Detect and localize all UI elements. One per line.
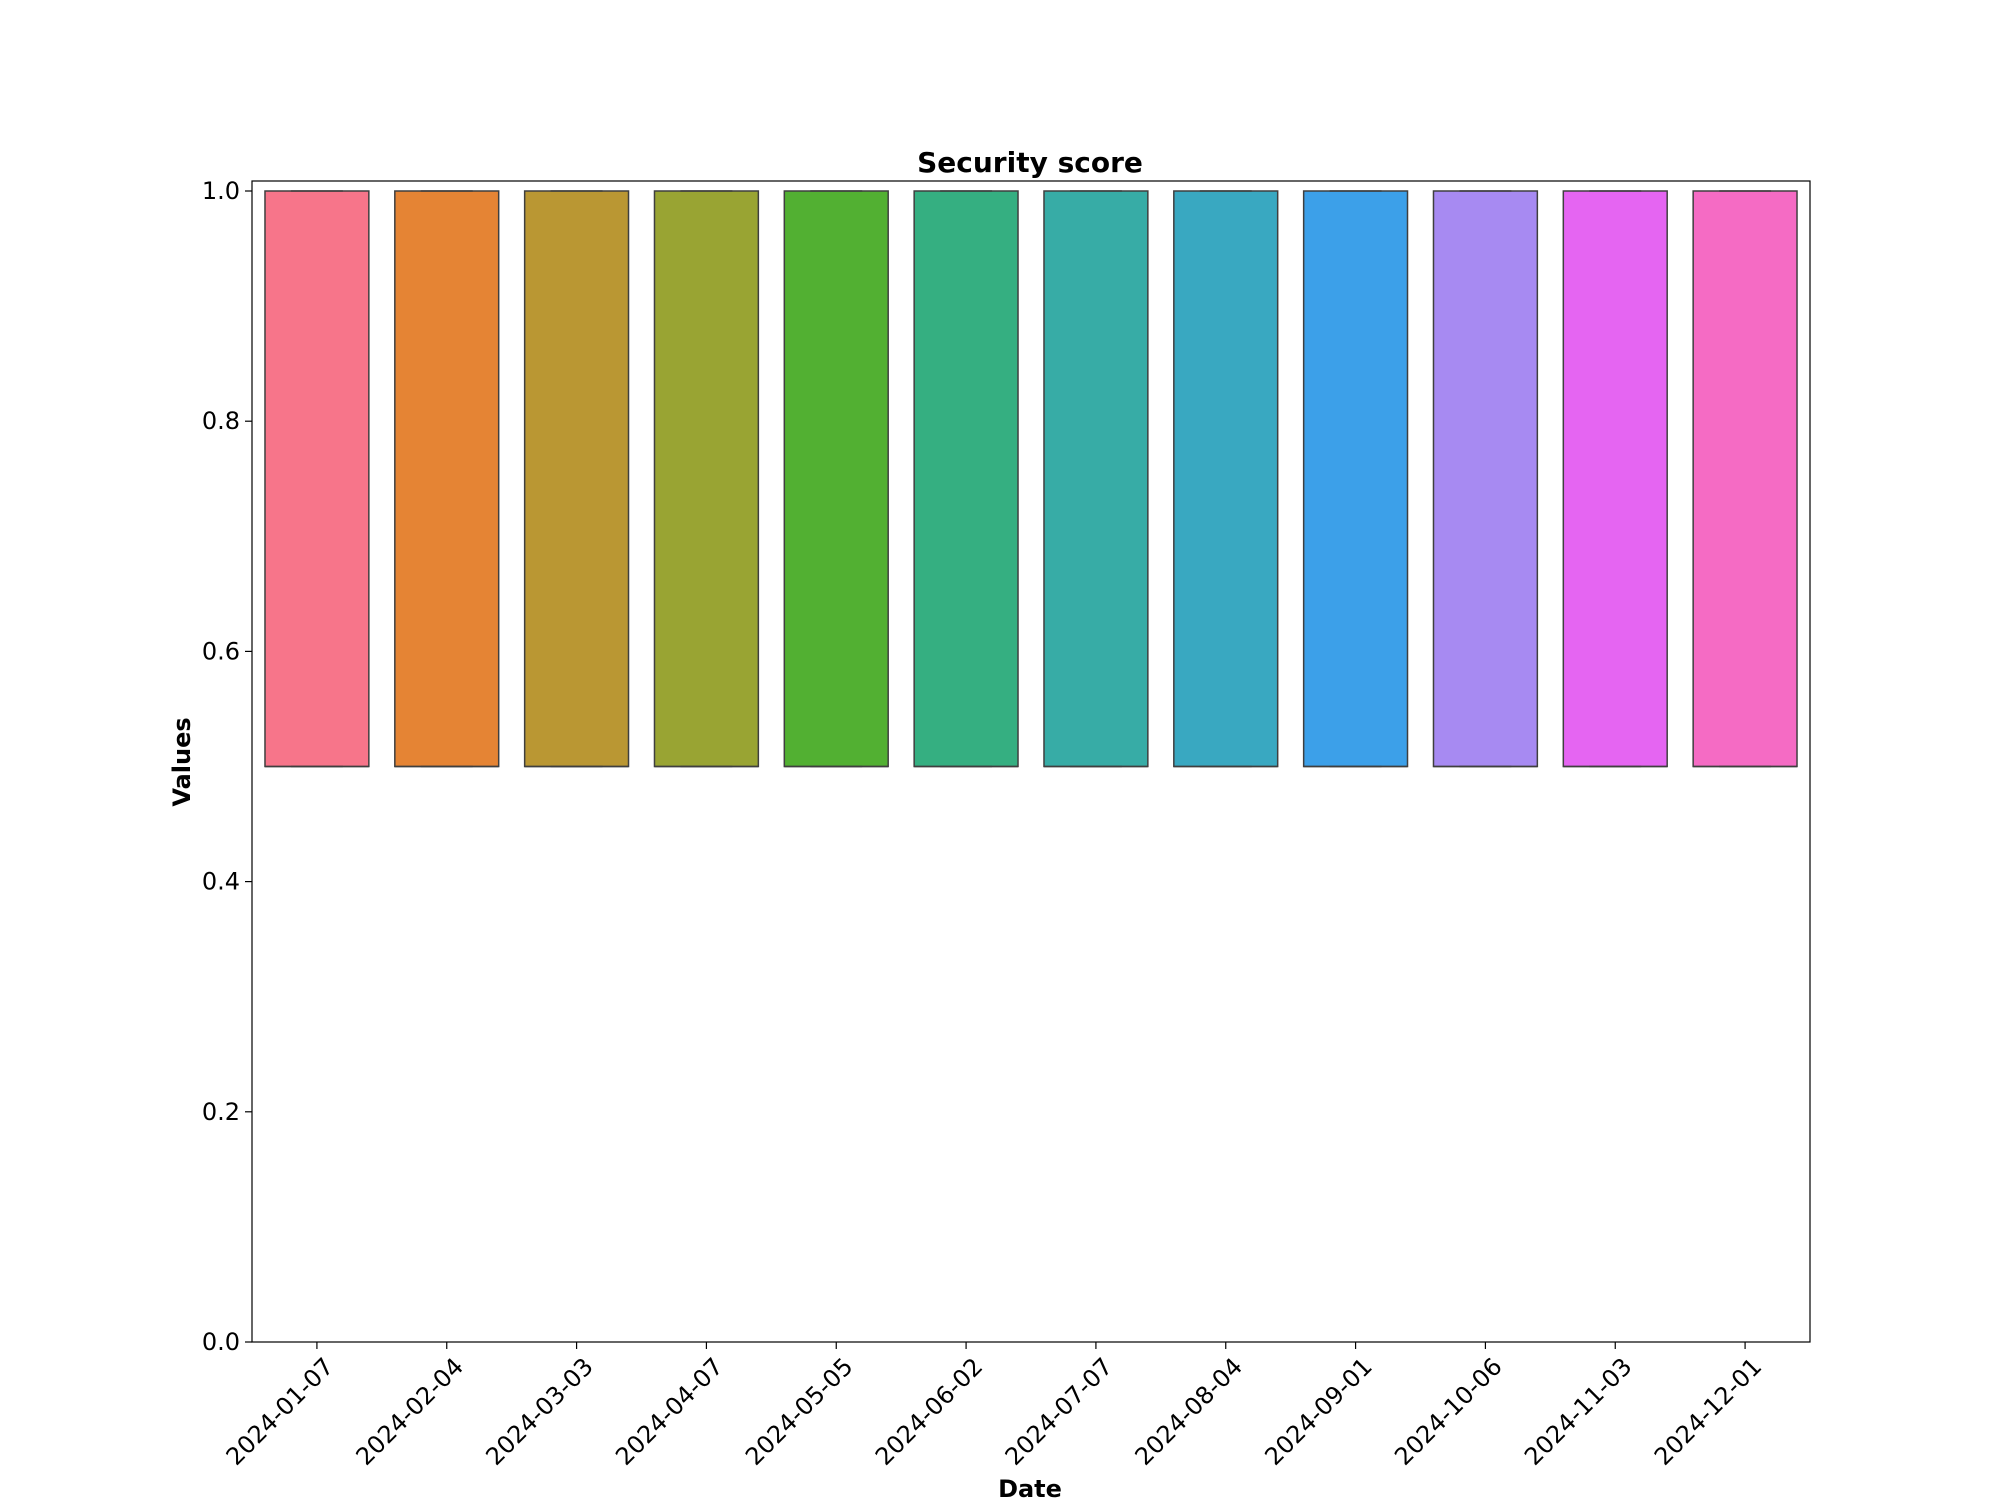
box-body bbox=[264, 190, 370, 768]
y-tick-label: 1.0 bbox=[202, 177, 240, 205]
box-2024-03-03 bbox=[523, 190, 630, 768]
x-tick-label: 2024-11-03 bbox=[1519, 1352, 1637, 1470]
x-tick-label: 2024-03-03 bbox=[480, 1352, 598, 1470]
y-axis-label: Values bbox=[168, 717, 196, 806]
x-tick-label: 2024-09-01 bbox=[1259, 1352, 1377, 1470]
box-2024-11-03 bbox=[1562, 190, 1668, 768]
x-tick-label: 2024-04-07 bbox=[610, 1352, 728, 1470]
x-tick-label: 2024-02-04 bbox=[351, 1352, 469, 1470]
box-2024-12-01 bbox=[1692, 190, 1798, 768]
boxes-group bbox=[264, 190, 1798, 768]
y-tick-label: 0.4 bbox=[202, 868, 240, 896]
x-tick-label: 2024-05-05 bbox=[740, 1352, 858, 1470]
box-2024-05-05 bbox=[783, 190, 889, 768]
box-body bbox=[1043, 190, 1149, 768]
plot-frame bbox=[251, 180, 1811, 1343]
box-2024-09-01 bbox=[1302, 190, 1409, 768]
x-tick-label: 2024-10-06 bbox=[1389, 1352, 1507, 1470]
box-body bbox=[783, 190, 889, 768]
x-tick-label: 2024-08-04 bbox=[1130, 1352, 1248, 1470]
box-2024-01-07 bbox=[264, 190, 370, 768]
x-axis: 2024-01-07 2024-02-04 2024-03-03 2024-04-07… bbox=[221, 1342, 1767, 1471]
box-body bbox=[523, 190, 630, 768]
x-axis-label: Date bbox=[998, 1475, 1062, 1500]
box-body bbox=[1692, 190, 1798, 768]
box-2024-07-07 bbox=[1043, 190, 1149, 768]
box-body bbox=[653, 190, 760, 768]
box-2024-08-04 bbox=[1173, 190, 1279, 768]
box-body bbox=[1302, 190, 1409, 768]
box-body bbox=[1173, 190, 1279, 768]
y-tick-label: 0.8 bbox=[202, 407, 240, 435]
y-tick-label: 0.6 bbox=[202, 637, 240, 665]
x-tick-label: 2024-01-07 bbox=[221, 1352, 339, 1470]
box-body bbox=[394, 190, 500, 768]
box-2024-10-06 bbox=[1432, 190, 1539, 768]
x-tick-label: 2024-12-01 bbox=[1649, 1352, 1767, 1470]
chart-title: Security score bbox=[917, 146, 1143, 179]
box-2024-04-07 bbox=[653, 190, 760, 768]
x-tick-label: 2024-07-07 bbox=[1000, 1352, 1118, 1470]
x-tick-label: 2024-06-02 bbox=[870, 1352, 988, 1470]
box-body bbox=[913, 190, 1019, 768]
box-body bbox=[1562, 190, 1668, 768]
y-axis: 0.0 0.2 0.4 0.6 0.8 1.0 bbox=[202, 177, 252, 1356]
box-2024-02-04 bbox=[394, 190, 500, 768]
y-tick-label: 0.0 bbox=[202, 1328, 240, 1356]
y-tick-label: 0.2 bbox=[202, 1098, 240, 1126]
box-body bbox=[1432, 190, 1539, 768]
box-2024-06-02 bbox=[913, 190, 1019, 768]
